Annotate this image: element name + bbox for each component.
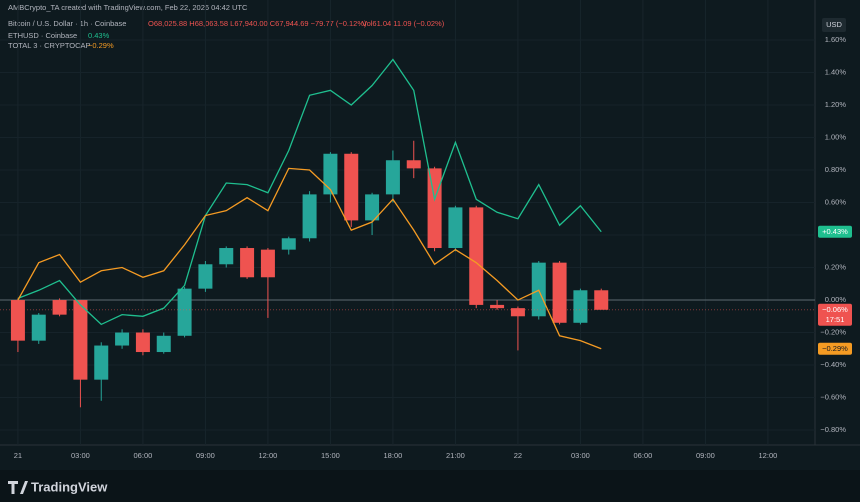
candle-body xyxy=(302,194,317,239)
line-series xyxy=(17,167,602,350)
x-tick-label: 15:00 xyxy=(321,451,340,460)
symbol: Bitcoin / U.S. Dollar · 1h · Coinbase xyxy=(8,19,126,28)
candle-body xyxy=(260,249,275,278)
x-tick-label: 21 xyxy=(14,451,22,460)
y-tick-label: −0.40% xyxy=(820,360,846,369)
x-tick-label: 09:00 xyxy=(196,451,215,460)
y-tick-label: −0.20% xyxy=(820,328,846,337)
candle-body xyxy=(219,248,234,265)
price-badge: −0.29% xyxy=(822,344,848,353)
last-badge: −0.06% xyxy=(822,305,848,314)
x-tick-label: 12:00 xyxy=(259,451,278,460)
x-tick-label: 03:00 xyxy=(71,451,90,460)
candle-body xyxy=(10,300,25,341)
candle-body xyxy=(365,194,380,221)
legend-name: ETHUSD · Coinbase xyxy=(8,31,77,40)
legend-name: TOTAL 3 · CRYPTOCAP xyxy=(8,41,91,50)
candle-body xyxy=(281,238,296,250)
last-badge-bg xyxy=(818,303,852,326)
countdown: 17:51 xyxy=(826,315,845,324)
ohlc: O68,025.88 H68,063.58 L67,940.00 C67,944… xyxy=(148,19,367,28)
candle-body xyxy=(406,160,421,169)
y-tick-label: 1.60% xyxy=(825,35,847,44)
y-tick-label: 1.40% xyxy=(825,67,847,76)
y-tick-label: −0.80% xyxy=(820,425,846,434)
candle-body xyxy=(469,207,484,305)
candle-body xyxy=(385,160,400,195)
candle-body xyxy=(156,335,171,353)
candle-body xyxy=(94,345,109,380)
x-tick-label: 06:00 xyxy=(634,451,653,460)
x-tick-label: 03:00 xyxy=(571,451,590,460)
candle-body xyxy=(177,288,192,336)
currency-button[interactable] xyxy=(822,18,846,32)
candle-body xyxy=(115,332,130,346)
candle-body xyxy=(240,248,255,278)
candle-body xyxy=(427,168,442,249)
y-tick-label: 0.00% xyxy=(825,295,847,304)
candle-body xyxy=(198,264,213,289)
candle-body xyxy=(573,290,588,323)
y-tick-label: 1.20% xyxy=(825,100,847,109)
brand: TradingView xyxy=(31,479,108,494)
x-tick-label: 09:00 xyxy=(696,451,715,460)
x-tick-label: 12:00 xyxy=(759,451,778,460)
candle-body xyxy=(594,290,609,310)
candle-body xyxy=(448,207,463,249)
candle-body xyxy=(52,300,67,315)
price-badge-bg xyxy=(818,225,852,238)
x-tick-label: 21:00 xyxy=(446,451,465,460)
candle-body xyxy=(135,332,150,353)
y-tick-label: 1.00% xyxy=(825,132,847,141)
x-tick-label: 06:00 xyxy=(134,451,153,460)
y-tick-label: 0.20% xyxy=(825,263,847,272)
legend-value: 0.43% xyxy=(88,31,110,40)
volume: Vol61.04 11.09 (−0.02%) xyxy=(362,19,445,28)
footer xyxy=(0,470,860,502)
candle-body xyxy=(510,308,525,317)
candle-body xyxy=(73,300,88,380)
currency[interactable]: USD xyxy=(826,20,842,29)
line-series xyxy=(17,58,602,326)
y-tick-label: 0.60% xyxy=(825,197,847,206)
candle-body xyxy=(490,304,505,309)
x-tick-label: 22 xyxy=(514,451,522,460)
brand-logo xyxy=(8,481,28,494)
credit: AMBCrypto_TA created with TradingView.co… xyxy=(8,3,248,12)
x-tick-label: 18:00 xyxy=(384,451,403,460)
candle-body xyxy=(552,262,567,323)
candle-body xyxy=(344,153,359,221)
candle-body xyxy=(323,153,338,195)
price-badge-bg xyxy=(818,342,852,355)
y-tick-label: 0.80% xyxy=(825,165,847,174)
price-badge: +0.43% xyxy=(822,227,848,236)
legend-value: −0.29% xyxy=(88,41,114,50)
y-tick-label: −0.60% xyxy=(820,393,846,402)
candle-body xyxy=(531,262,546,317)
candle-body xyxy=(31,314,46,341)
